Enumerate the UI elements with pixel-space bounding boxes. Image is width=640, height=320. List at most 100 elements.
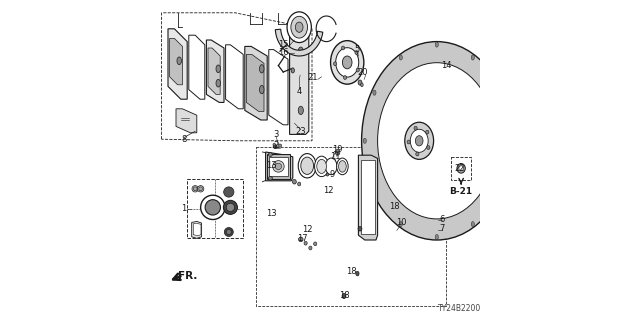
Polygon shape bbox=[208, 48, 220, 94]
Ellipse shape bbox=[334, 162, 337, 166]
Polygon shape bbox=[176, 109, 197, 133]
Ellipse shape bbox=[356, 271, 359, 276]
Ellipse shape bbox=[201, 195, 225, 220]
Bar bbox=[268, 154, 289, 179]
Ellipse shape bbox=[415, 136, 423, 146]
Text: 17: 17 bbox=[297, 234, 308, 243]
Ellipse shape bbox=[426, 130, 429, 134]
Ellipse shape bbox=[457, 164, 465, 173]
Text: 18: 18 bbox=[389, 202, 399, 211]
Ellipse shape bbox=[273, 145, 277, 148]
Ellipse shape bbox=[344, 76, 347, 79]
Ellipse shape bbox=[198, 187, 202, 191]
Ellipse shape bbox=[410, 129, 428, 152]
Text: 3: 3 bbox=[273, 130, 278, 139]
Ellipse shape bbox=[291, 68, 294, 73]
Ellipse shape bbox=[507, 138, 511, 143]
Ellipse shape bbox=[497, 186, 500, 191]
Ellipse shape bbox=[292, 180, 296, 184]
Polygon shape bbox=[266, 152, 292, 181]
Ellipse shape bbox=[205, 200, 220, 215]
Ellipse shape bbox=[177, 57, 182, 65]
Text: 22: 22 bbox=[454, 164, 465, 173]
Bar bbox=[269, 157, 288, 176]
Ellipse shape bbox=[308, 246, 312, 250]
Ellipse shape bbox=[405, 122, 434, 159]
Text: 2: 2 bbox=[273, 141, 278, 150]
Ellipse shape bbox=[435, 42, 438, 47]
Ellipse shape bbox=[192, 186, 198, 192]
Text: 21: 21 bbox=[307, 73, 318, 82]
Ellipse shape bbox=[298, 237, 303, 242]
Polygon shape bbox=[245, 46, 268, 120]
Ellipse shape bbox=[362, 42, 512, 240]
Ellipse shape bbox=[197, 186, 204, 192]
Ellipse shape bbox=[193, 187, 197, 191]
Ellipse shape bbox=[326, 158, 337, 175]
Ellipse shape bbox=[296, 22, 303, 32]
Polygon shape bbox=[193, 223, 201, 236]
Polygon shape bbox=[246, 54, 264, 111]
Ellipse shape bbox=[364, 138, 367, 143]
Ellipse shape bbox=[304, 241, 307, 245]
Ellipse shape bbox=[335, 149, 340, 155]
Ellipse shape bbox=[471, 221, 474, 227]
Ellipse shape bbox=[355, 51, 358, 54]
Ellipse shape bbox=[298, 182, 301, 186]
Ellipse shape bbox=[358, 80, 362, 85]
Ellipse shape bbox=[336, 48, 359, 77]
Ellipse shape bbox=[291, 16, 307, 38]
Polygon shape bbox=[192, 221, 202, 238]
Ellipse shape bbox=[373, 90, 376, 95]
Bar bbox=[187, 179, 243, 238]
Polygon shape bbox=[226, 45, 243, 109]
Bar bbox=[451, 157, 471, 180]
Text: TY24B2200: TY24B2200 bbox=[438, 304, 481, 313]
Ellipse shape bbox=[342, 293, 346, 299]
Ellipse shape bbox=[269, 176, 273, 180]
Polygon shape bbox=[189, 35, 205, 99]
Polygon shape bbox=[206, 40, 224, 102]
Text: 12: 12 bbox=[303, 225, 313, 234]
Ellipse shape bbox=[260, 65, 264, 73]
Ellipse shape bbox=[399, 221, 403, 227]
Ellipse shape bbox=[333, 62, 337, 66]
Text: 20: 20 bbox=[357, 68, 368, 77]
Ellipse shape bbox=[223, 200, 237, 214]
Ellipse shape bbox=[378, 63, 496, 219]
Ellipse shape bbox=[373, 186, 376, 191]
Text: 16: 16 bbox=[278, 48, 289, 57]
Ellipse shape bbox=[471, 55, 474, 60]
Ellipse shape bbox=[315, 156, 329, 177]
Ellipse shape bbox=[358, 227, 362, 231]
Text: 15: 15 bbox=[278, 40, 289, 49]
Ellipse shape bbox=[227, 229, 232, 235]
Text: 19: 19 bbox=[332, 145, 343, 154]
Ellipse shape bbox=[407, 140, 410, 144]
Text: 18: 18 bbox=[339, 292, 349, 300]
Text: 8: 8 bbox=[181, 135, 187, 144]
Text: 11: 11 bbox=[330, 152, 340, 161]
Bar bbox=[256, 147, 447, 306]
Ellipse shape bbox=[278, 144, 282, 147]
Ellipse shape bbox=[225, 228, 234, 236]
Polygon shape bbox=[290, 29, 309, 134]
Text: 7: 7 bbox=[439, 224, 444, 233]
Polygon shape bbox=[275, 29, 323, 56]
Ellipse shape bbox=[273, 161, 284, 172]
Ellipse shape bbox=[260, 85, 264, 94]
Ellipse shape bbox=[356, 68, 359, 72]
Text: 1: 1 bbox=[181, 204, 186, 213]
Text: 4: 4 bbox=[296, 87, 302, 96]
Ellipse shape bbox=[298, 47, 303, 55]
Text: 10: 10 bbox=[396, 218, 406, 227]
Text: 23: 23 bbox=[296, 127, 306, 136]
Ellipse shape bbox=[330, 41, 364, 84]
Ellipse shape bbox=[317, 159, 326, 173]
Polygon shape bbox=[170, 38, 182, 85]
Polygon shape bbox=[269, 50, 288, 125]
Ellipse shape bbox=[416, 152, 419, 156]
Ellipse shape bbox=[287, 12, 312, 43]
Ellipse shape bbox=[342, 46, 345, 50]
Ellipse shape bbox=[342, 56, 352, 69]
